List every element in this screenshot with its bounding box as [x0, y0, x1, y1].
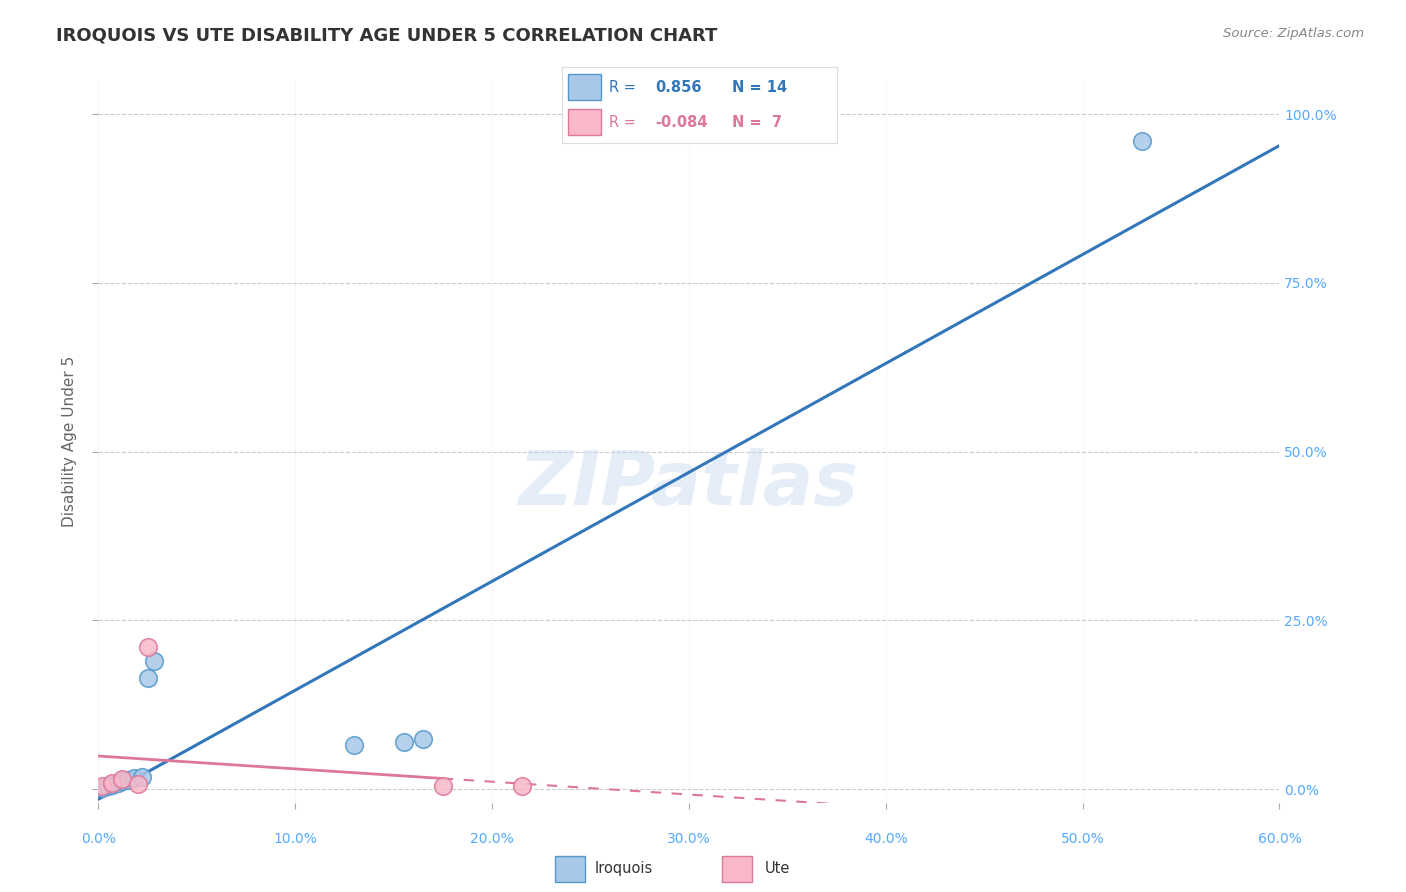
- Point: [136, 640, 159, 655]
- Point: [432, 779, 454, 793]
- Text: ZIPatlas: ZIPatlas: [519, 449, 859, 522]
- Text: 60.0%: 60.0%: [1257, 831, 1302, 846]
- Point: [91, 780, 114, 795]
- Y-axis label: Disability Age Under 5: Disability Age Under 5: [62, 356, 77, 527]
- Text: 50.0%: 50.0%: [1060, 831, 1105, 846]
- Bar: [554, 855, 585, 882]
- Text: IROQUOIS VS UTE DISABILITY AGE UNDER 5 CORRELATION CHART: IROQUOIS VS UTE DISABILITY AGE UNDER 5 C…: [56, 27, 717, 45]
- Point: [117, 772, 139, 787]
- Text: N = 14: N = 14: [733, 80, 787, 95]
- Text: R =: R =: [609, 115, 636, 129]
- Point: [111, 774, 134, 789]
- Text: Iroquois: Iroquois: [595, 862, 652, 876]
- Point: [343, 739, 366, 753]
- Bar: [721, 855, 752, 882]
- Point: [131, 770, 153, 784]
- Bar: [568, 110, 600, 136]
- Bar: [568, 75, 600, 100]
- Point: [127, 777, 149, 791]
- Point: [101, 778, 124, 792]
- Point: [122, 772, 145, 786]
- Text: 10.0%: 10.0%: [273, 831, 318, 846]
- Point: [136, 671, 159, 685]
- Text: Source: ZipAtlas.com: Source: ZipAtlas.com: [1223, 27, 1364, 40]
- Text: 30.0%: 30.0%: [666, 831, 711, 846]
- Point: [97, 779, 120, 793]
- Point: [392, 735, 415, 749]
- Text: 0.0%: 0.0%: [82, 831, 115, 846]
- Text: -0.084: -0.084: [655, 115, 709, 129]
- Text: Ute: Ute: [765, 862, 790, 876]
- Text: N =  7: N = 7: [733, 115, 782, 129]
- Point: [101, 775, 124, 789]
- Point: [107, 775, 129, 789]
- Text: 40.0%: 40.0%: [863, 831, 908, 846]
- Text: 20.0%: 20.0%: [470, 831, 515, 846]
- Point: [91, 779, 114, 793]
- Text: R =: R =: [609, 80, 636, 95]
- Point: [412, 731, 434, 746]
- Point: [111, 772, 134, 787]
- Text: 0.856: 0.856: [655, 80, 702, 95]
- Point: [510, 779, 533, 793]
- Point: [142, 654, 165, 668]
- Point: [1130, 134, 1153, 148]
